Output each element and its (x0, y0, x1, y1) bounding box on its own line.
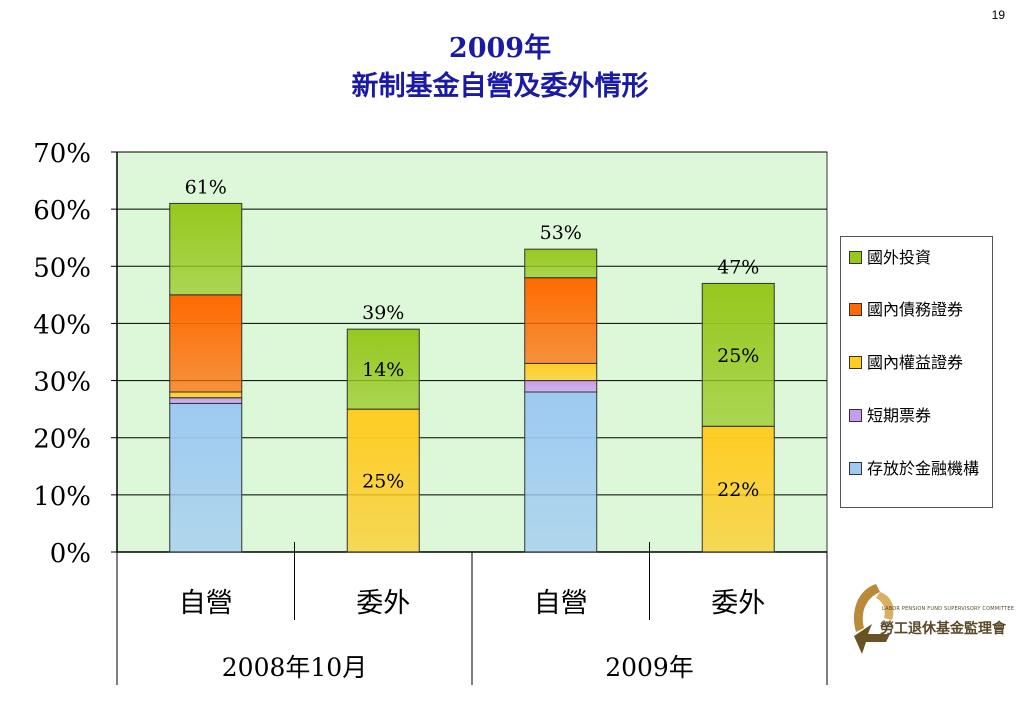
bar-segment (524, 391, 598, 553)
y-tick-label: 70% (33, 139, 91, 169)
legend-label: 國內權益證券 (867, 353, 964, 372)
bar-total-label: 47% (717, 256, 759, 278)
logo-emblem-icon (854, 584, 894, 654)
x-group-label: 2009年 (605, 653, 694, 682)
chart-legend: 國外投資 國內債務證券 國內權益證券 短期票券 存放於金融機構 (840, 236, 993, 508)
logo-name: 勞工退休基金監理會 (880, 621, 1006, 637)
bar-segment (701, 425, 775, 553)
logo-subtitle: LABOR PENSION FUND SUPERVISORY COMMITTEE (882, 606, 1015, 612)
y-tick-label: 0% (50, 539, 91, 569)
legend-label: 國外投資 (867, 248, 932, 267)
x-category-label: 自營 (534, 588, 588, 619)
legend-label: 國內債務證券 (867, 300, 964, 319)
y-tick-label: 60% (33, 196, 91, 226)
x-category-label: 委外 (356, 588, 410, 619)
legend-swatch (849, 303, 862, 316)
bar-segment (346, 408, 420, 553)
segment-value-label: 22% (717, 479, 759, 501)
bar-segment (524, 248, 598, 279)
segment-value-label: 25% (362, 471, 404, 493)
x-category-label: 自營 (179, 588, 233, 619)
legend-item-short-term-notes: 短期票券 (849, 405, 989, 426)
legend-swatch (849, 356, 862, 369)
bar-total-label: 53% (540, 222, 582, 244)
y-tick-label: 10% (33, 482, 91, 512)
bar-segment (169, 202, 243, 296)
y-tick-label: 40% (33, 310, 91, 340)
bar-segment (524, 362, 598, 382)
bar-segment (701, 282, 775, 427)
legend-item-foreign-investment: 國外投資 (849, 247, 989, 268)
committee-logo: LABOR PENSION FUND SUPERVISORY COMMITTEE… (846, 576, 1014, 676)
bar-segment (346, 328, 420, 410)
legend-item-domestic-debt: 國內債務證券 (849, 299, 989, 320)
y-tick-label: 50% (33, 253, 91, 283)
legend-item-domestic-equity: 國內權益證券 (849, 352, 989, 373)
y-tick-label: 20% (33, 425, 91, 455)
y-tick-label: 30% (33, 368, 91, 398)
chart-title: 2009年 新制基金自營及委外情形 (0, 30, 1000, 106)
bar-segment (169, 397, 243, 404)
bar-segment (524, 380, 598, 393)
chart-title-line2: 新制基金自營及委外情形 (351, 71, 649, 102)
bar-segment (524, 277, 598, 364)
page-number: 19 (991, 8, 1005, 22)
segment-value-label: 14% (362, 359, 404, 381)
legend-item-bank-deposits: 存放於金融機構 (849, 458, 989, 479)
bar-segment (169, 294, 243, 393)
bar-total-label: 39% (362, 302, 404, 324)
chart-title-line1: 2009年 (448, 33, 552, 64)
legend-label: 短期票券 (867, 406, 932, 425)
x-group-label: 2008年10月 (222, 653, 367, 682)
x-category-label: 委外 (711, 588, 765, 619)
segment-value-label: 25% (717, 345, 759, 367)
legend-swatch (849, 409, 862, 422)
bar-segment (169, 391, 243, 399)
legend-swatch (849, 462, 862, 475)
bar-total-label: 61% (185, 176, 227, 198)
legend-swatch (849, 251, 862, 264)
bar-segment (169, 402, 243, 553)
legend-label: 存放於金融機構 (867, 459, 980, 478)
